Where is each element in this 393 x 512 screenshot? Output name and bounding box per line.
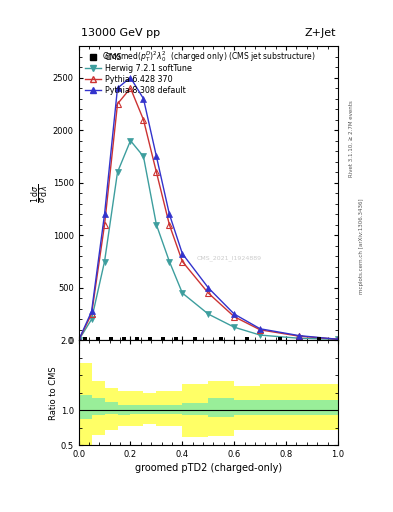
Point bbox=[218, 335, 224, 343]
Point bbox=[276, 335, 283, 343]
Point bbox=[108, 335, 114, 343]
Legend: CMS, Herwig 7.2.1 softTune, Pythia 6.428 370, Pythia 8.308 default: CMS, Herwig 7.2.1 softTune, Pythia 6.428… bbox=[85, 53, 191, 95]
Point bbox=[82, 335, 88, 343]
Point bbox=[134, 335, 140, 343]
X-axis label: groomed pTD2 (charged-only): groomed pTD2 (charged-only) bbox=[135, 463, 282, 474]
Point bbox=[315, 335, 321, 343]
Text: CMS_2021_I1924889: CMS_2021_I1924889 bbox=[196, 255, 262, 261]
Text: Groomed$(p_T^D)^2\lambda_0^2$  (charged only) (CMS jet substructure): Groomed$(p_T^D)^2\lambda_0^2$ (charged o… bbox=[101, 49, 315, 64]
Text: Z+Jet: Z+Jet bbox=[305, 28, 336, 38]
Point bbox=[121, 335, 127, 343]
Y-axis label: Ratio to CMS: Ratio to CMS bbox=[49, 366, 58, 420]
Point bbox=[95, 335, 101, 343]
Y-axis label: $\frac{1}{\sigma}\frac{\mathrm{d}\sigma}{\mathrm{d}\,\lambda}$: $\frac{1}{\sigma}\frac{\mathrm{d}\sigma}… bbox=[30, 184, 51, 203]
Text: Rivet 3.1.10, ≥ 2.7M events: Rivet 3.1.10, ≥ 2.7M events bbox=[349, 100, 354, 177]
Point bbox=[147, 335, 153, 343]
Point bbox=[244, 335, 250, 343]
Point bbox=[192, 335, 198, 343]
Point bbox=[173, 335, 179, 343]
Text: 13000 GeV pp: 13000 GeV pp bbox=[81, 28, 160, 38]
Text: mcplots.cern.ch [arXiv:1306.3436]: mcplots.cern.ch [arXiv:1306.3436] bbox=[359, 198, 364, 293]
Point bbox=[160, 335, 166, 343]
